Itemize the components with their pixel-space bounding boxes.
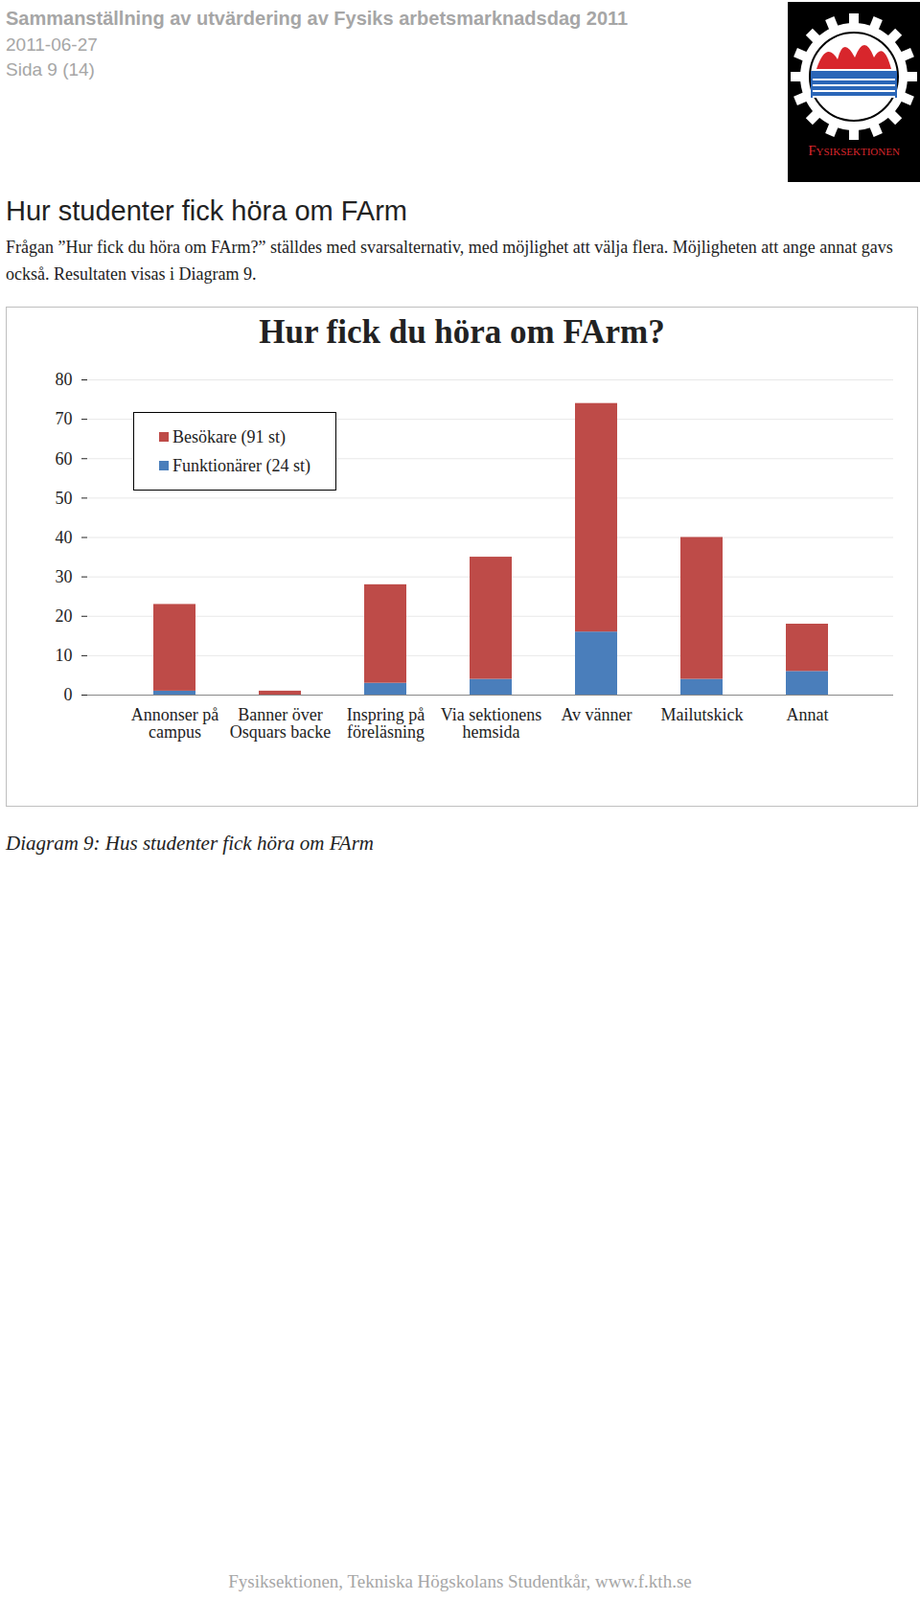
svg-text:40: 40 <box>55 528 73 548</box>
html-text:Besökare (91 st): Besökare (91 st) <box>172 426 286 447</box>
svg-text:Annat: Annat <box>786 705 829 725</box>
svg-text:Mailutskick: Mailutskick <box>661 705 744 725</box>
html-text:Funktionärer (24 st): Funktionärer (24 st) <box>172 455 311 475</box>
svg-text:Fysiksektionen: Fysiksektionen <box>807 142 900 159</box>
html-text:Hur fick du höra om FArm?: Hur fick du höra om FArm? <box>258 313 665 351</box>
html-text:Frågan ”Hur fick du höra om FA: Frågan ”Hur fick du höra om FArm?” ställ… <box>5 237 893 284</box>
html-text:Fysiksektionen, Tekniska Högsk: Fysiksektionen, Tekniska Högskolans Stud… <box>228 1571 692 1592</box>
svg-text:Banner överOsquars backe: Banner överOsquars backe <box>230 705 331 742</box>
html-text:Diagram 9: Hus studenter fick: Diagram 9: Hus studenter fick höra om FA… <box>5 831 374 855</box>
svg-text:60: 60 <box>55 449 73 469</box>
svg-text:Annonser påcampus: Annonser påcampus <box>131 705 219 742</box>
svg-text:0: 0 <box>64 685 73 705</box>
svg-text:80: 80 <box>55 369 73 390</box>
svg-text:20: 20 <box>55 606 73 626</box>
svg-text:50: 50 <box>55 488 73 508</box>
svg-text:Av vänner: Av vänner <box>560 705 632 725</box>
svg-text:30: 30 <box>55 567 73 587</box>
html-text:Sammanställning av utvärdering: Sammanställning av utvärdering av Fysiks… <box>5 7 628 29</box>
html-text:2011-06-27: 2011-06-27 <box>5 34 98 55</box>
svg-text:Via sektionenshemsida: Via sektionenshemsida <box>440 705 542 742</box>
svg-text:10: 10 <box>55 645 73 666</box>
svg-text:70: 70 <box>55 409 73 429</box>
svg-text:Inspring påföreläsning: Inspring påföreläsning <box>346 705 425 742</box>
html-text:Sida 9 (14): Sida 9 (14) <box>5 59 95 80</box>
html-text:Hur studenter fick höra om FAr: Hur studenter fick höra om FArm <box>5 195 408 227</box>
